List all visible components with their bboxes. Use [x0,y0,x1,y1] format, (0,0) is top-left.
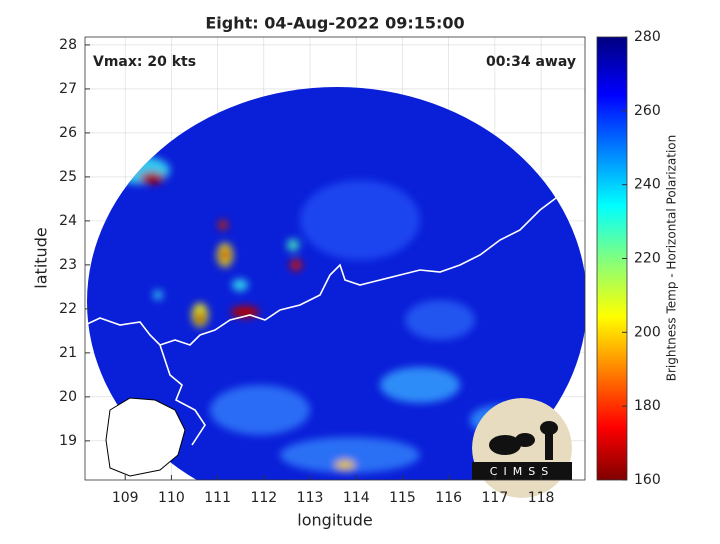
plot-frame [84,36,586,481]
colorbar-label: Brightness Temp - Horizontal Polarizatio… [665,135,679,382]
colorbar-tick-label: 220 [634,251,661,267]
title: Eight: 04-Aug-2022 09:15:00 [205,14,464,33]
x-tick-label: 111 [204,490,231,506]
y-tick-label: 28 [59,37,77,53]
y-axis-label: latitude [32,227,51,288]
y-tick-label: 26 [59,125,77,141]
colorbar-tick-label: 180 [634,398,661,414]
y-tick-label: 20 [59,389,77,405]
y-tick-label: 21 [59,345,77,361]
y-tick-label: 19 [59,433,77,449]
y-tick-label: 25 [59,169,77,185]
colorbar-tick-label: 200 [634,324,661,340]
x-tick-label: 115 [389,490,416,506]
x-tick-label: 109 [112,490,139,506]
logo: CIMSS [472,398,572,498]
colorbar-tick-label: 240 [634,177,661,193]
x-tick-label: 113 [297,490,324,506]
colorbar-tick-label: 260 [634,103,661,119]
x-tick-label: 117 [482,490,509,506]
x-axis-label: longitude [297,511,372,530]
annotation: 00:34 away [486,54,576,70]
swath [85,87,585,480]
x-tick-label: 114 [343,490,370,506]
y-tick-label: 24 [59,213,77,229]
logo-text: CIMSS [490,465,554,478]
y-tick-label: 22 [59,301,77,317]
x-tick-label: 112 [250,490,277,506]
x-tick-label: 118 [528,490,555,506]
y-tick-label: 27 [59,81,77,97]
colorbar-tick-label: 280 [634,29,661,45]
x-tick-label: 116 [435,490,462,506]
colorbar-tick-label: 160 [634,472,661,488]
annotation: Vmax: 20 kts [93,54,196,70]
y-tick-label: 23 [59,257,77,273]
x-tick-label: 110 [158,490,185,506]
